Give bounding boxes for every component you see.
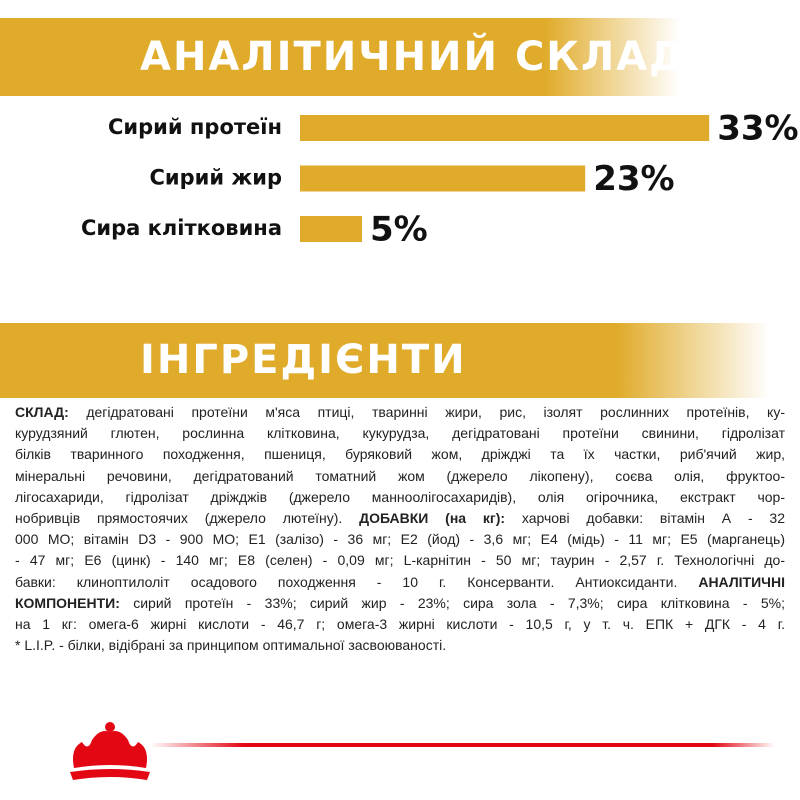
text-run: дегідратовані протеїни м'яса птиці, твар… xyxy=(68,404,785,420)
logo xyxy=(70,722,775,780)
text-line: лігосахариди, гідролізат дріжджів (джере… xyxy=(15,487,785,508)
text-run: СКЛАД: xyxy=(15,404,69,420)
ingredients-text: СКЛАД: дегідратовані протеїни м'яса птиц… xyxy=(15,402,785,656)
value-label: 5% xyxy=(370,210,428,250)
text-run: ДОБАВКИ (на кг): xyxy=(359,509,506,526)
text-line: 000 МО; вітамін D3 - 900 МО; Е1 (залізо)… xyxy=(15,529,785,550)
text-run: 000 МО; вітамін D3 - 900 МО; Е1 (залізо)… xyxy=(15,531,785,548)
text-line: білків тваринного походження, пшениця, б… xyxy=(15,444,785,465)
text-line: нобривців прямостоячих (джерело лютеїну)… xyxy=(15,508,785,529)
text-line: - 47 мг; Е6 (цинк) - 140 мг; Е8 (селен) … xyxy=(15,550,785,571)
text-run: КОМПОНЕНТИ: xyxy=(15,594,120,611)
bar xyxy=(300,216,362,242)
text-run: білків тваринного походження, пшениця, б… xyxy=(15,446,785,463)
category-label: Сира клітковина xyxy=(81,216,282,240)
text-run: - 47 мг; Е6 (цинк) - 140 мг; Е8 (селен) … xyxy=(15,552,785,569)
value-label: 23% xyxy=(593,159,674,199)
text-run: АНАЛІТИЧНІ xyxy=(698,573,785,590)
bar xyxy=(300,165,586,192)
text-line: КОМПОНЕНТИ: сирий протеїн - 33%; сирий ж… xyxy=(15,593,785,614)
text-line: мінеральні речовини, дегідратований тома… xyxy=(15,466,785,487)
category-label: Сирий протеїн xyxy=(108,115,282,139)
chart-title: АНАЛІТИЧНИЙ СКЛАД xyxy=(140,32,687,80)
text-run: лігосахариди, гідролізат дріжджів (джере… xyxy=(15,488,785,505)
bar xyxy=(300,115,710,141)
text-run: харчові добавки: вітамін А - 32 xyxy=(505,509,785,526)
title-banner xyxy=(0,18,680,96)
text-line: бавки: клиноптилоліт осадового походженн… xyxy=(15,572,785,593)
text-run: курудзяний глютен, рослинна клітковина, … xyxy=(15,425,785,442)
text-line: СКЛАД: дегідратовані протеїни м'яса птиц… xyxy=(15,402,785,423)
text-run: * L.I.P. - білки, відібрані за принципом… xyxy=(15,637,447,654)
section-title: ІНГРЕДІЄНТИ xyxy=(140,337,467,383)
text-run: на 1 кг: омега-6 жирні кислоти - 46,7 г;… xyxy=(15,615,785,632)
text-run: бавки: клиноптилоліт осадового походженн… xyxy=(15,573,699,590)
value-label: 33% xyxy=(717,109,798,149)
category-label: Сирий жир xyxy=(149,166,282,190)
text-line: * L.I.P. - білки, відібрані за принципом… xyxy=(15,635,785,656)
section-banner xyxy=(0,323,770,398)
text-run: нобривців прямостоячих (джерело лютеїну)… xyxy=(15,509,360,526)
bar-chart: Сирий протеїн 33% Сирий жир 23% Сира клітков… xyxy=(81,109,799,250)
text-line: курудзяний глютен, рослинна клітковина, … xyxy=(15,423,785,444)
text-line: на 1 кг: омега-6 жирні кислоти - 46,7 г;… xyxy=(15,614,785,635)
text-run: мінеральні речовини, дегідратований тома… xyxy=(15,467,785,484)
text-run: сирий протеїн - 33%; сирий жир - 23%; си… xyxy=(119,594,785,611)
